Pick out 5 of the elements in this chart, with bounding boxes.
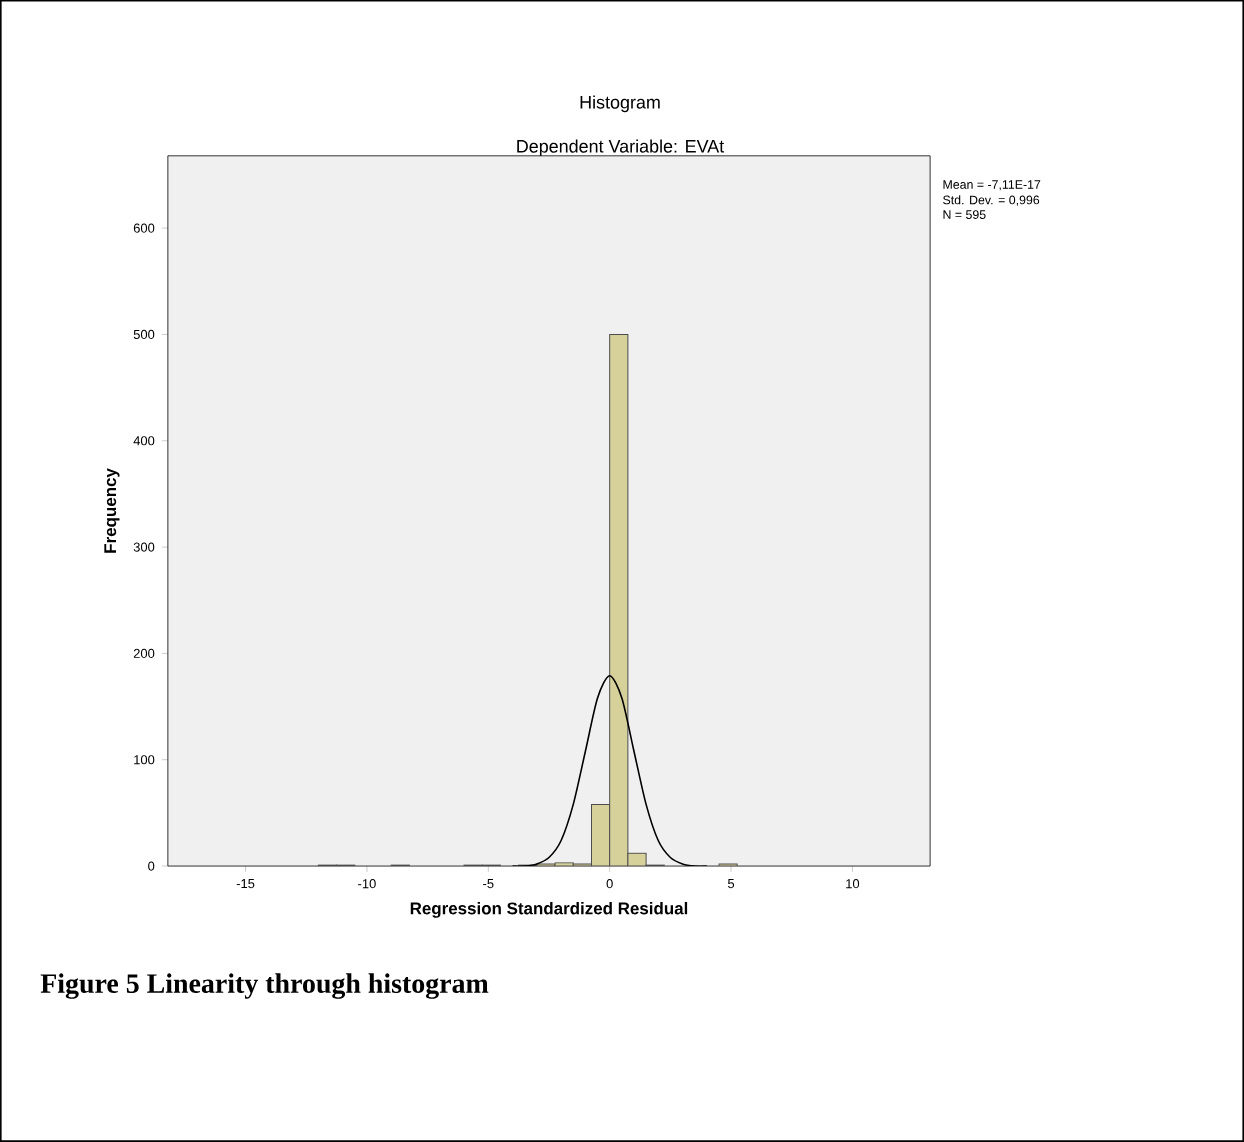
y-axis-title: Frequency xyxy=(104,468,120,553)
chart-subtitle: Dependent Variable: EVAt xyxy=(517,139,725,157)
caption: Figure 5 Linearity through histogram xyxy=(40,973,489,999)
chart-title: Histogram xyxy=(580,95,660,113)
x-axis-title: Regression Standardized Residual xyxy=(410,901,688,918)
